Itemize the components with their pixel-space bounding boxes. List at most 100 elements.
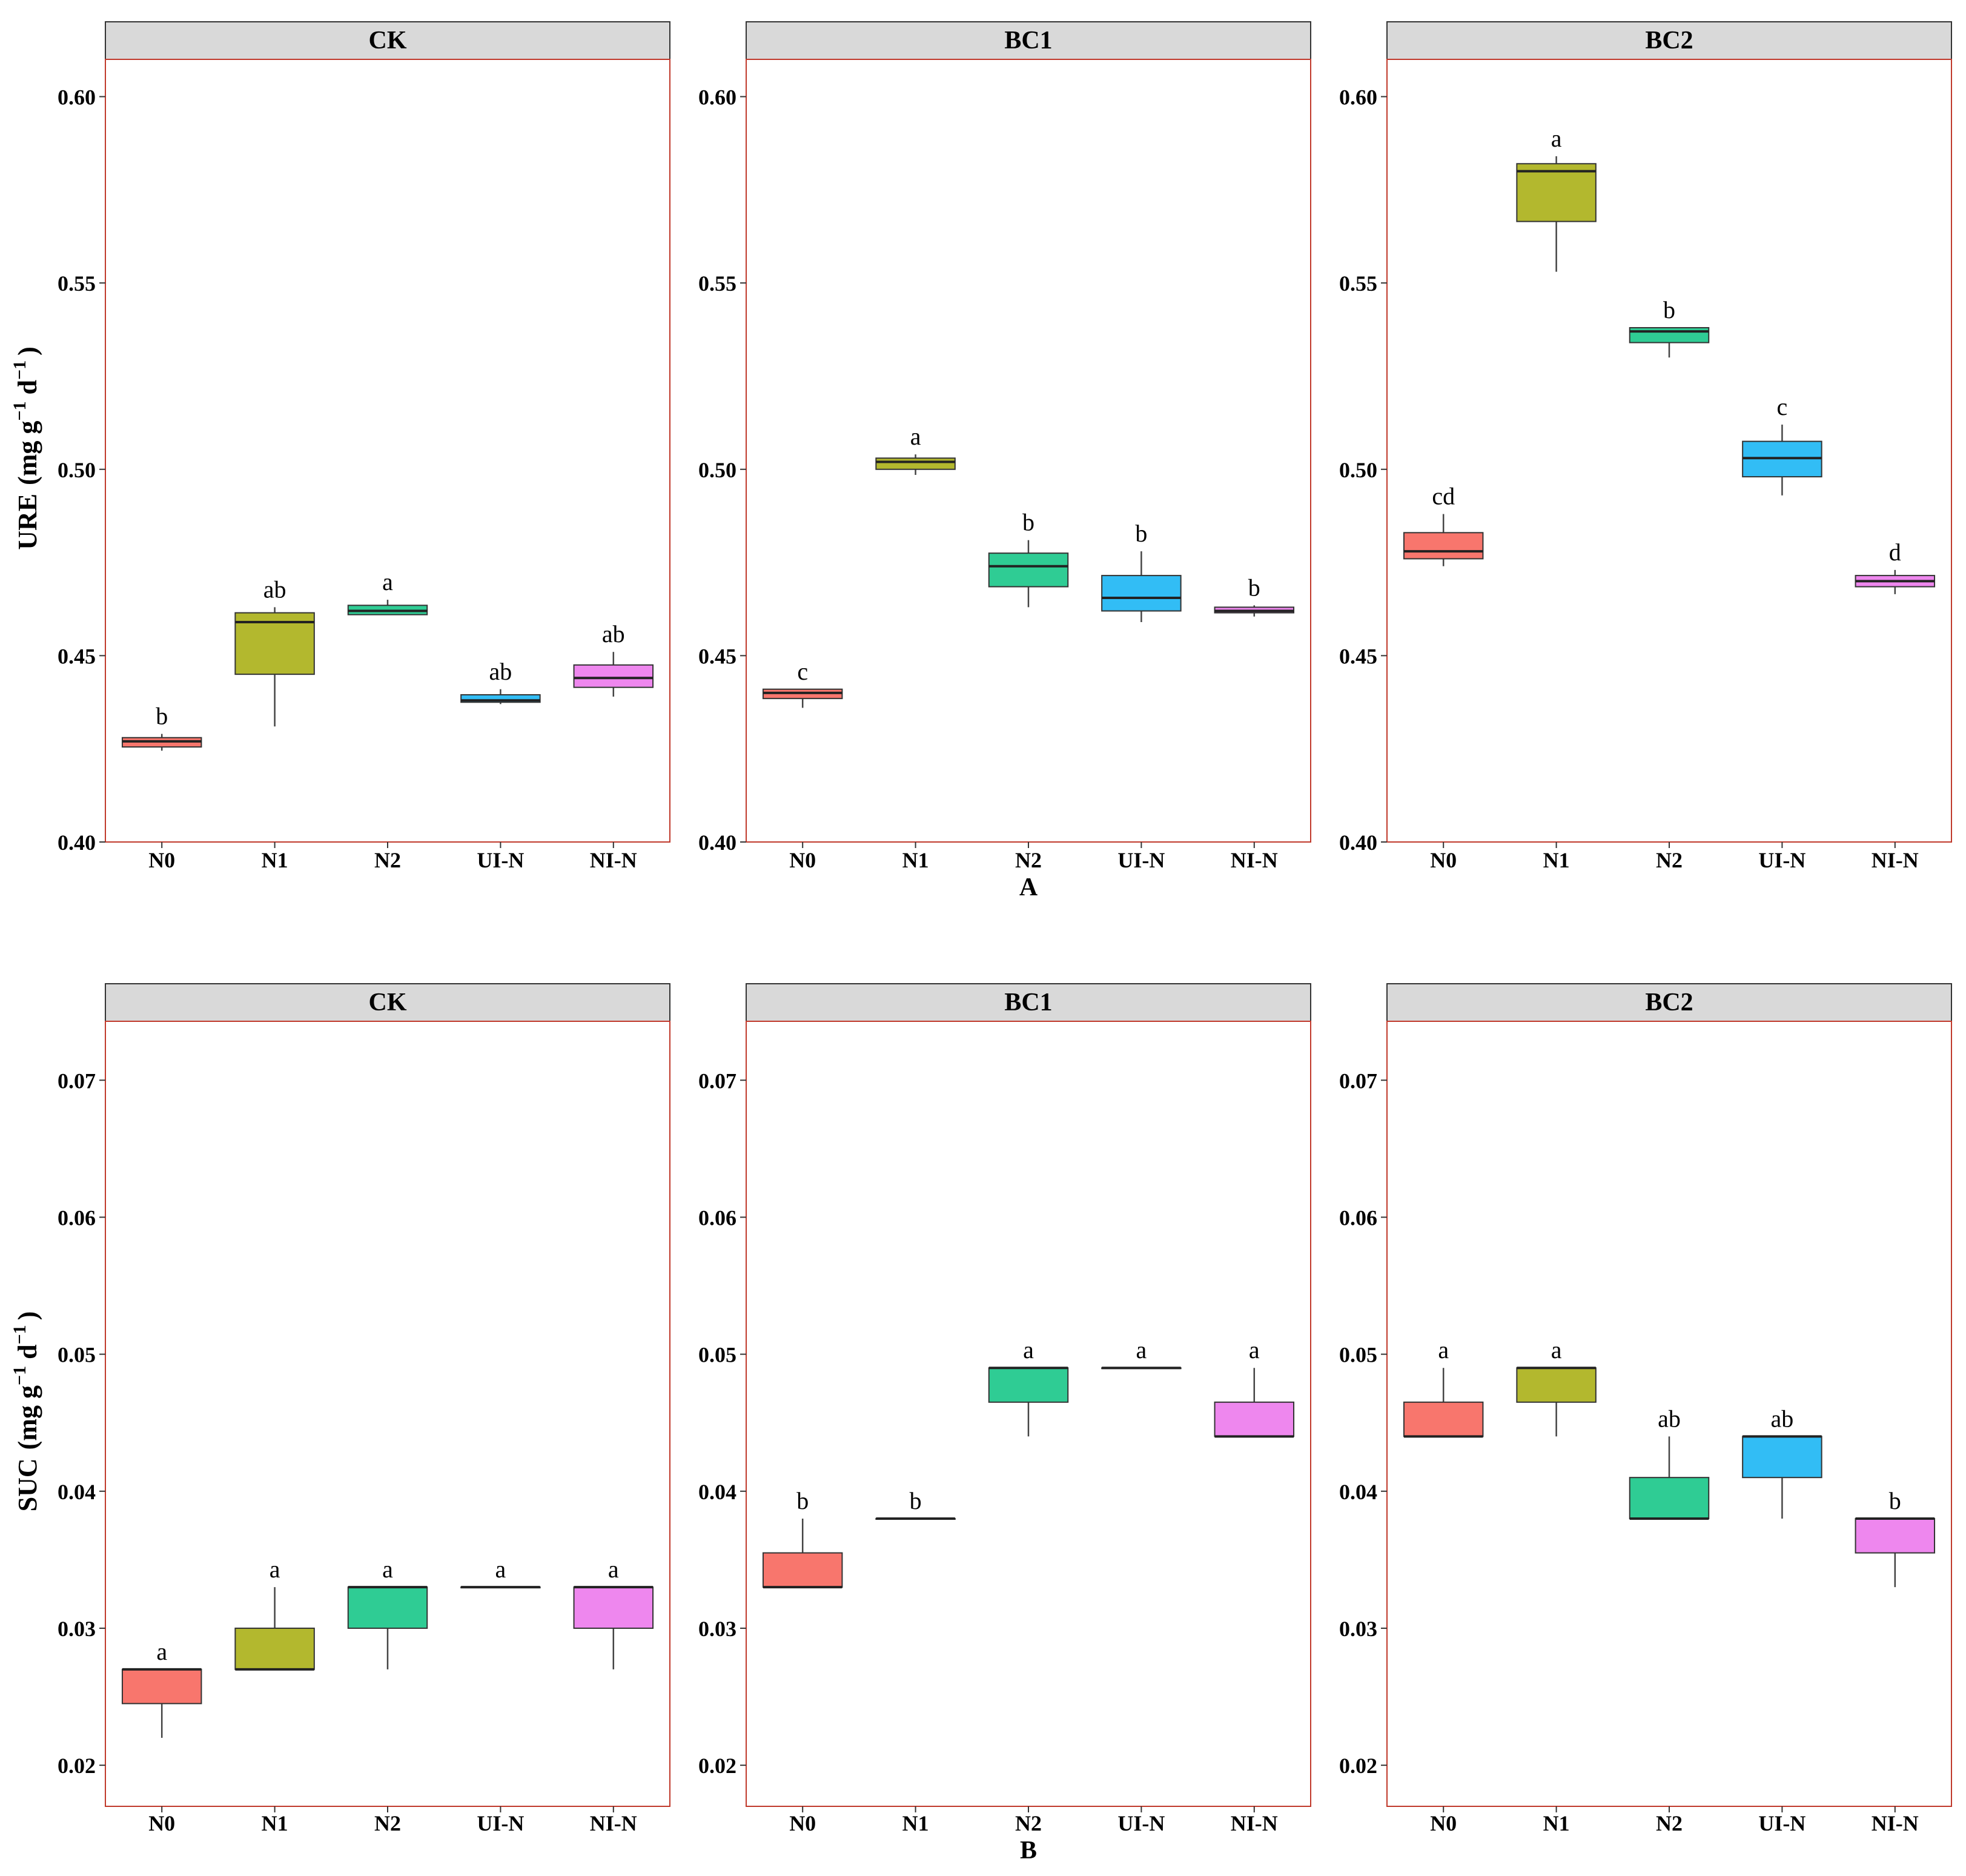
y-tick-label: 0.07 [698,1069,736,1093]
y-axis-title-sup1: −1 [10,1366,30,1385]
y-tick-label: 0.40 [58,830,96,855]
box-rect [1516,1367,1597,1403]
y-tick-label: 0.04 [58,1480,96,1504]
panel-strip [1386,21,1952,60]
significance-letter: a [1551,1336,1562,1364]
box-N0: N0 c [762,658,843,872]
y-tick-label: 0.07 [1339,1069,1377,1093]
box-rect [1403,532,1484,560]
panel-title: BC1 [1004,27,1052,55]
y-tick-label: 0.55 [1339,271,1377,296]
significance-letter: a [270,1556,280,1583]
y-tick-label: 0.40 [698,830,736,855]
y-tick-label: 0.03 [58,1617,96,1641]
x-tick-label: NI-N [1872,1811,1919,1835]
box-rect [762,1552,843,1588]
x-tick-label: N0 [789,848,816,872]
significance-letter: b [1135,520,1147,547]
significance-letter: a [1249,1336,1260,1364]
panel-title: CK [369,989,407,1016]
x-tick-label: NI-N [590,848,637,872]
y-tick-label: 0.55 [698,271,736,296]
box-NI-N: NI-N b [1214,574,1295,872]
box-rect [1101,575,1182,612]
x-tick-label: UI-N [1758,848,1805,872]
y-tick-label: 0.50 [1339,458,1377,482]
significance-letter: c [797,658,808,685]
box-N2: N2 a [988,1336,1069,1835]
box-N2: N2 b [988,509,1069,872]
box-rect [121,1668,202,1705]
significance-letter: a [1438,1336,1449,1364]
x-tick-label: UI-N [1117,848,1165,872]
y-axis-title-sup2: −1 [10,360,30,380]
box-N0: N0 cd [1403,483,1484,872]
y-tick-label: 0.45 [58,644,96,668]
x-tick-label: NI-N [1231,1811,1278,1835]
x-tick-label: UI-N [1117,1811,1165,1835]
y-axis-title-sup2: −1 [10,1325,30,1344]
panel-BC1: BC10.400.450.500.550.60N0cN1aN2bUI-NbNI-… [698,21,1311,872]
y-axis-title-main: URE [13,494,42,550]
box-N2: N2 b [1629,296,1710,872]
y-tick-label: 0.04 [1339,1480,1377,1504]
y-tick-label: 0.50 [698,458,736,482]
box-N0: N0 b [121,703,202,872]
significance-letter: ab [489,658,512,685]
box-N0: N0 a [121,1638,202,1835]
significance-letter: b [796,1487,809,1514]
x-tick-label: UI-N [1758,1811,1805,1835]
box-NI-N: NI-N d [1855,539,1936,872]
y-axis-title-unit: (mg g [13,1385,42,1450]
panel-title: CK [369,27,407,55]
panel-border [105,59,670,843]
y-tick-label: 0.02 [1339,1754,1377,1778]
x-tick-label: N0 [1430,1811,1457,1835]
y-tick-label: 0.07 [58,1069,96,1093]
x-tick-label: N2 [374,1811,401,1835]
significance-letter: a [382,568,393,595]
significance-letter: d [1889,539,1901,566]
significance-letter: a [382,1556,393,1583]
panel-BC1: BC10.020.030.040.050.060.07N0bN1bN2aUI-N… [698,983,1311,1835]
box-N1: N1 a [1516,125,1597,872]
y-tick-label: 0.06 [1339,1205,1377,1230]
panel-BC2: BC2 0.40 0.45 0.50 0.55 0.60 N0 cd N1 a N2 b UI-N c NI… [1339,21,1952,872]
y-axis-title-close: ) [13,1311,42,1321]
y-tick-label: 0.04 [698,1480,736,1504]
y-tick-label: 0.05 [58,1343,96,1367]
y-axis-title-unit: (mg g [13,421,42,485]
x-tick-label: N0 [789,1811,816,1835]
box-UI-N: UI-N a [460,1556,541,1835]
significance-letter: b [1022,509,1034,536]
y-axis-title-mid: d [13,380,42,401]
x-tick-label: NI-N [1872,848,1919,872]
y-tick-label: 0.50 [58,458,96,482]
x-tick-label: N1 [1543,1811,1570,1835]
x-tick-label: N1 [902,848,929,872]
box-UI-N: UI-N a [1101,1336,1182,1835]
y-tick-label: 0.06 [58,1205,96,1230]
box-N0: N0 b [762,1487,843,1835]
box-rect [1629,326,1710,343]
panel-border [1386,59,1952,843]
y-axis-title-close: ) [13,346,42,356]
chart-section-B: SUC(mg g−1 d−1)BCK0.020.030.040.050.060.… [10,983,1952,1864]
y-tick-label: 0.55 [58,271,96,296]
panel-title: BC2 [1645,27,1693,55]
box-rect [1629,1477,1710,1520]
panel-strip [105,21,670,60]
y-axis-title-mid: d [13,1344,42,1365]
panel-border [746,59,1311,843]
significance-letter: b [1663,296,1675,323]
box-rect [988,1367,1069,1403]
panel-BC2: BC20.020.030.040.050.060.07N0aN1aN2abUI-… [1339,983,1952,1835]
significance-letter: a [156,1638,167,1665]
x-tick-label: N1 [902,1811,929,1835]
x-tick-label: N1 [262,1811,288,1835]
box-N0: N0 a [1403,1336,1484,1835]
box-rect [234,1627,315,1670]
panel-strip [105,983,670,1022]
y-tick-label: 0.45 [1339,644,1377,668]
